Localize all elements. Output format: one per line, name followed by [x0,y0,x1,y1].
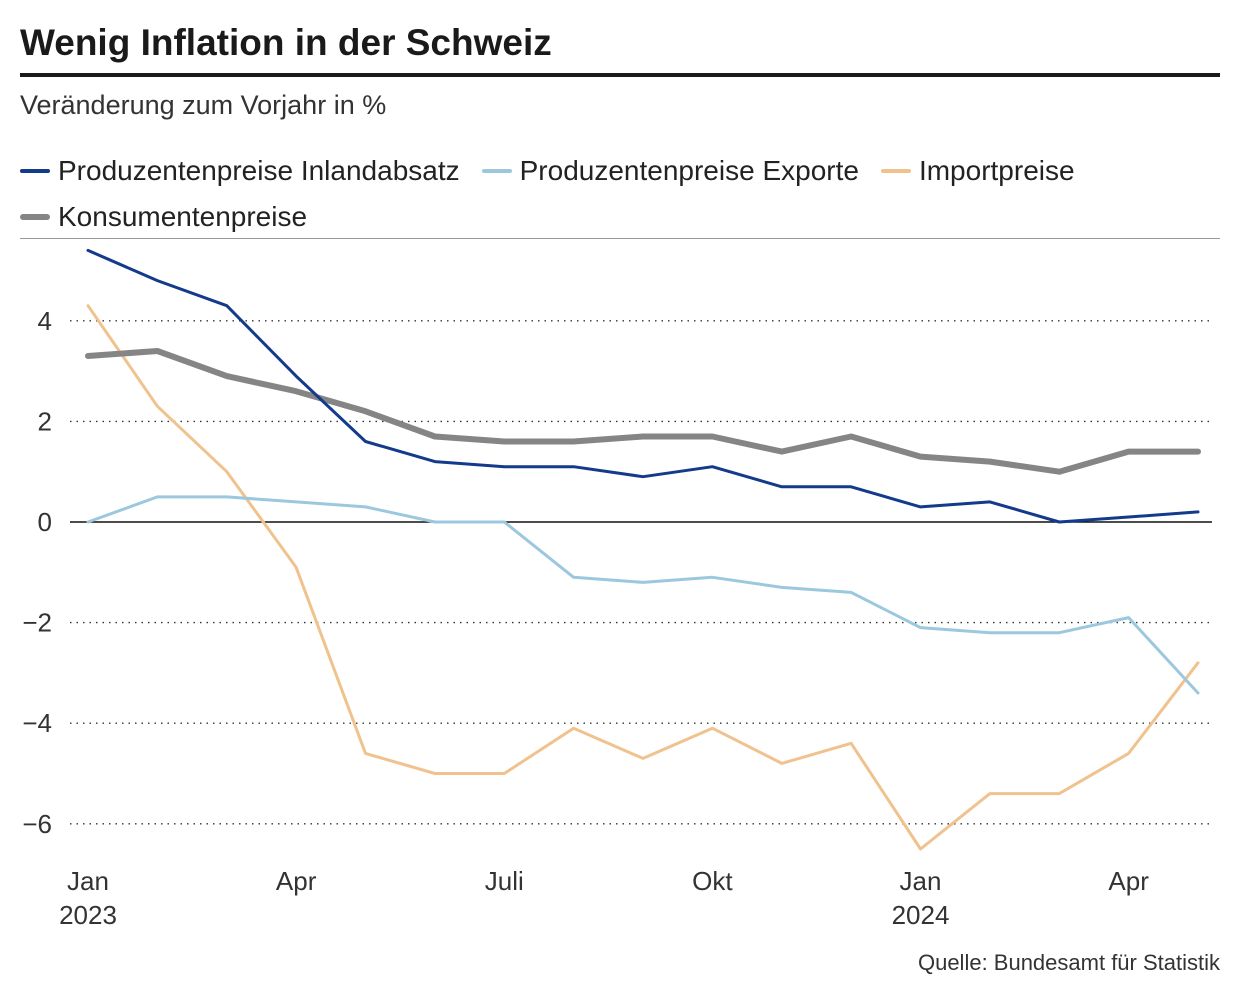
series-line-produzentenpreise-inlandabsatz [86,248,1200,524]
y-tick-label: 0 [38,507,52,537]
y-tick-label: −4 [22,708,52,738]
legend-swatch-konsumentenpreise [20,214,50,220]
x-tick-year-label: 2024 [892,900,950,930]
legend-label-importpreise: Importpreise [918,155,1075,186]
legend-swatch-importpreise [880,169,911,173]
series-line-importpreise [86,304,1200,851]
legend-row: Produzentenpreise Inlandabsatz Produzent… [20,150,1220,192]
legend-label-inlandabsatz: Produzentenpreise Inlandabsatz [58,155,460,186]
x-tick-label: Jan [67,866,109,896]
y-tick-label: −6 [22,809,52,839]
y-tick-label: 2 [38,406,52,436]
title-rule [20,73,1220,77]
series-line-produzentenpreise-exporte [86,495,1200,695]
legend-rule [20,238,1220,239]
legend-swatch-inlandabsatz [20,169,50,173]
legend-item-exporte: Produzentenpreise Exporte [481,155,859,187]
x-tick-year-label: 2023 [59,900,117,930]
y-tick-label: 4 [38,306,52,336]
legend-label-konsumentenpreise: Konsumentenpreise [58,201,308,232]
legend-item-konsumentenpreise: Konsumentenpreise [20,201,307,233]
chart-title: Wenig Inflation in der Schweiz [20,22,552,63]
y-tick-label: −2 [22,608,52,638]
x-tick-label: Okt [692,866,733,896]
chart-subtitle: Veränderung zum Vorjahr in % [20,90,387,120]
legend-label-exporte: Produzentenpreise Exporte [519,155,859,186]
legend: Produzentenpreise Inlandabsatz Produzent… [20,150,1220,242]
legend-swatch-exporte [481,169,512,173]
x-tick-label: Apr [1108,866,1149,896]
x-tick-label: Juli [485,866,524,896]
source-note: Quelle: Bundesamt für Statistik [917,950,1220,975]
legend-item-importpreise: Importpreise [880,155,1075,187]
legend-row: Konsumentenpreise [20,196,1220,238]
legend-item-inlandabsatz: Produzentenpreise Inlandabsatz [20,155,460,187]
x-tick-label: Apr [276,866,317,896]
series-line-konsumentenpreise [85,348,1201,475]
x-tick-label: Jan [900,866,942,896]
